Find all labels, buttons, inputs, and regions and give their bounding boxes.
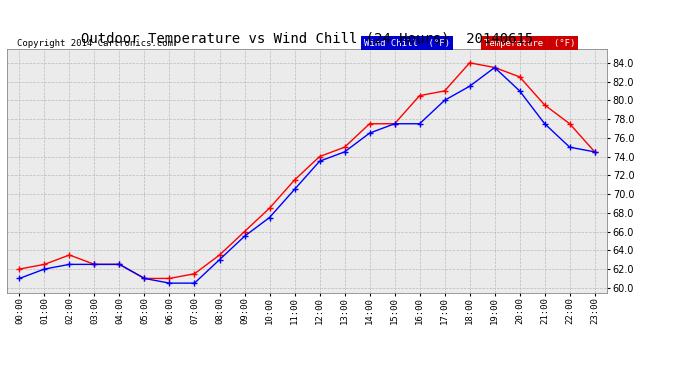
Text: Temperature  (°F): Temperature (°F) bbox=[484, 39, 575, 48]
Text: Copyright 2014 Cartronics.com: Copyright 2014 Cartronics.com bbox=[17, 39, 173, 48]
Title: Outdoor Temperature vs Wind Chill (24 Hours)  20140615: Outdoor Temperature vs Wind Chill (24 Ho… bbox=[81, 32, 533, 46]
Text: Wind Chill  (°F): Wind Chill (°F) bbox=[364, 39, 450, 48]
